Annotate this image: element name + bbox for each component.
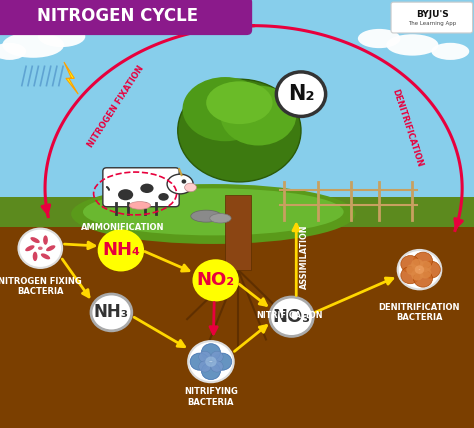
Circle shape <box>182 179 186 184</box>
Ellipse shape <box>2 32 64 58</box>
Ellipse shape <box>158 193 169 201</box>
Text: DENITRIFICATION: DENITRIFICATION <box>391 88 425 169</box>
Ellipse shape <box>129 202 150 209</box>
Text: N₂: N₂ <box>288 84 314 104</box>
Ellipse shape <box>83 188 344 235</box>
Text: NO₂: NO₂ <box>197 271 235 289</box>
Ellipse shape <box>167 174 193 194</box>
Text: BYJU'S: BYJU'S <box>416 10 449 19</box>
Circle shape <box>211 351 223 363</box>
Text: NO₃: NO₃ <box>273 308 310 326</box>
Text: NITROGEN FIXATION: NITROGEN FIXATION <box>86 65 146 149</box>
Circle shape <box>398 250 441 289</box>
Circle shape <box>194 261 237 300</box>
Ellipse shape <box>184 183 196 192</box>
Ellipse shape <box>118 189 133 200</box>
Circle shape <box>413 270 432 287</box>
FancyBboxPatch shape <box>0 0 252 35</box>
Circle shape <box>91 294 132 331</box>
Circle shape <box>190 353 209 370</box>
Circle shape <box>99 231 143 270</box>
Circle shape <box>401 267 420 284</box>
Ellipse shape <box>43 235 48 245</box>
Text: The Learning App: The Learning App <box>408 21 456 27</box>
Circle shape <box>411 269 423 280</box>
Circle shape <box>411 259 423 270</box>
Text: NH₄: NH₄ <box>102 241 140 259</box>
Circle shape <box>276 72 326 116</box>
Ellipse shape <box>386 34 438 56</box>
Ellipse shape <box>431 43 469 60</box>
Circle shape <box>199 361 211 372</box>
Text: NITROGEN CYCLE: NITROGEN CYCLE <box>37 7 198 25</box>
Ellipse shape <box>46 245 55 251</box>
Text: NITRIFICATION: NITRIFICATION <box>256 311 322 321</box>
Text: NH₃: NH₃ <box>94 303 129 321</box>
Ellipse shape <box>33 252 37 261</box>
Ellipse shape <box>206 81 273 124</box>
Ellipse shape <box>140 184 154 193</box>
Ellipse shape <box>41 253 50 259</box>
FancyBboxPatch shape <box>225 195 251 270</box>
Ellipse shape <box>191 210 221 222</box>
Ellipse shape <box>38 26 85 47</box>
FancyBboxPatch shape <box>0 0 474 227</box>
Text: AMMONIFICATION: AMMONIFICATION <box>81 223 164 232</box>
Ellipse shape <box>0 43 26 60</box>
FancyBboxPatch shape <box>0 214 474 428</box>
Text: NITRIFYING
BACTERIA: NITRIFYING BACTERIA <box>184 387 238 407</box>
Circle shape <box>413 252 432 269</box>
Ellipse shape <box>182 77 268 141</box>
Text: NITROGEN FIXING
BACTERIA: NITROGEN FIXING BACTERIA <box>0 277 82 297</box>
Ellipse shape <box>178 79 301 182</box>
Ellipse shape <box>220 86 296 146</box>
Circle shape <box>401 256 420 273</box>
Circle shape <box>201 363 220 380</box>
FancyBboxPatch shape <box>391 2 473 33</box>
Circle shape <box>415 265 424 274</box>
Ellipse shape <box>210 214 231 223</box>
Polygon shape <box>64 62 78 94</box>
Ellipse shape <box>71 184 356 244</box>
Circle shape <box>199 351 211 363</box>
Circle shape <box>213 353 232 370</box>
Circle shape <box>205 357 217 367</box>
Circle shape <box>421 261 440 278</box>
Circle shape <box>419 268 431 279</box>
Ellipse shape <box>358 29 401 48</box>
Circle shape <box>18 229 62 268</box>
Circle shape <box>270 297 313 336</box>
Circle shape <box>406 264 419 275</box>
FancyBboxPatch shape <box>0 197 474 227</box>
Text: ASSIMILATION: ASSIMILATION <box>301 225 309 289</box>
Ellipse shape <box>38 247 43 250</box>
FancyBboxPatch shape <box>103 168 179 207</box>
Circle shape <box>211 361 223 372</box>
Ellipse shape <box>25 245 35 251</box>
Circle shape <box>419 261 431 272</box>
Text: DENITRIFICATION
BACTERIA: DENITRIFICATION BACTERIA <box>379 303 460 322</box>
Circle shape <box>188 341 234 382</box>
Circle shape <box>201 344 220 361</box>
Ellipse shape <box>30 237 40 243</box>
